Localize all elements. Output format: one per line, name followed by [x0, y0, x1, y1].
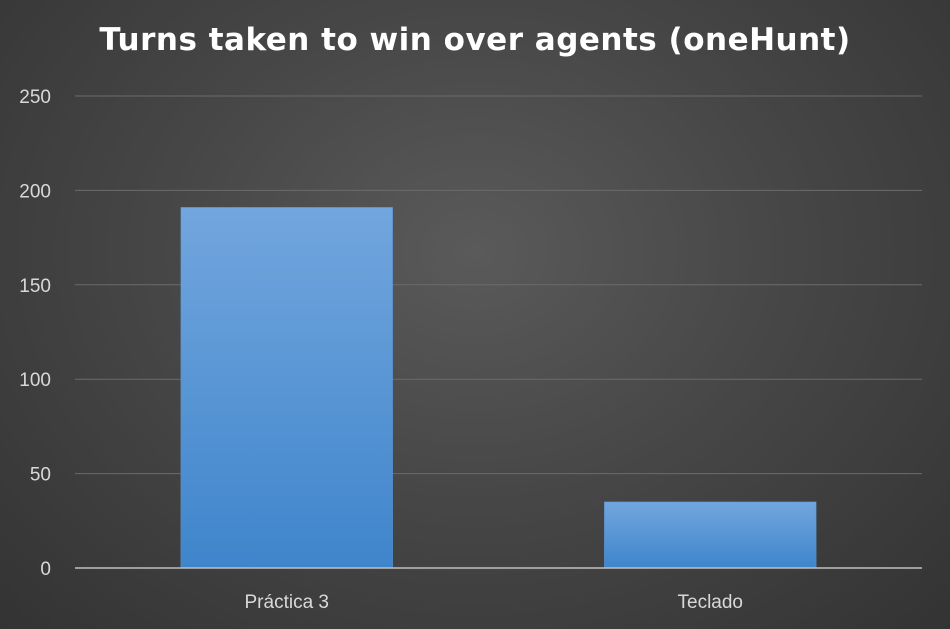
y-tick-label: 200 — [19, 181, 51, 202]
y-tick-label: 100 — [19, 370, 51, 391]
y-axis-ticks: 0 50 100 150 200 250 — [19, 87, 51, 580]
y-tick-label: 250 — [19, 87, 51, 108]
bars — [180, 207, 817, 569]
y-tick-label: 50 — [30, 465, 51, 486]
x-axis-categories: Práctica 3 Teclado — [245, 592, 743, 613]
y-tick-label: 0 — [40, 559, 51, 580]
x-category-label: Teclado — [678, 592, 744, 613]
x-category-label: Práctica 3 — [245, 592, 329, 613]
bar-0 — [180, 207, 393, 569]
chart-title: Turns taken to win over agents (oneHunt) — [99, 22, 851, 58]
bar-1 — [604, 501, 817, 569]
y-tick-label: 150 — [19, 276, 51, 297]
